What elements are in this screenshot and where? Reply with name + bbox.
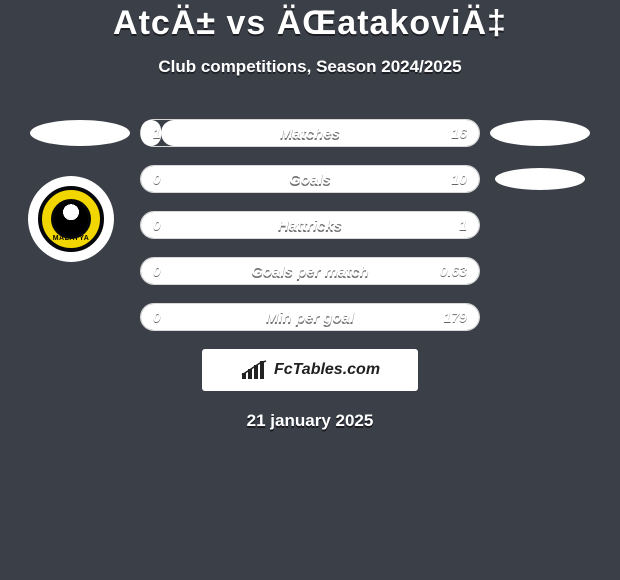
stat-bar: 1Matches16 — [140, 119, 480, 147]
bars-icon — [240, 359, 268, 381]
branding-text: FcTables.com — [274, 361, 380, 379]
left-ellipse — [30, 120, 130, 146]
stat-row: 1Matches16 — [0, 119, 620, 147]
stat-bar: 0Goals10 — [140, 165, 480, 193]
stat-bar: 0Hattricks1 — [140, 211, 480, 239]
stat-right-value: 1 — [447, 212, 479, 238]
page-title: AtcÄ± vs ÄŒatakoviÄ‡ — [0, 4, 620, 43]
stat-bar: 0Min per goal179 — [140, 303, 480, 331]
left-side-slot — [20, 120, 140, 146]
stat-right-value: 179 — [432, 304, 479, 330]
stat-label: Hattricks — [141, 217, 479, 234]
stat-label: Min per goal — [141, 309, 479, 326]
stat-right-value: 16 — [439, 120, 479, 146]
crest-text: MALATYA — [53, 235, 90, 242]
comparison-card: AtcÄ± vs ÄŒatakoviÄ‡ Club competitions, … — [0, 0, 620, 431]
branding-badge[interactable]: FcTables.com — [202, 349, 418, 391]
left-team-badge: MALATYA — [28, 176, 114, 262]
right-side-slot — [480, 168, 600, 190]
right-ellipse — [490, 120, 590, 146]
stat-row: 0Goals per match0.63 — [0, 257, 620, 285]
stat-label: Goals — [141, 171, 479, 188]
stat-right-value: 0.63 — [428, 258, 479, 284]
right-side-slot — [480, 120, 600, 146]
right-ellipse — [495, 168, 585, 190]
page-subtitle: Club competitions, Season 2024/2025 — [0, 57, 620, 77]
date-label: 21 january 2025 — [0, 411, 620, 431]
stat-label: Matches — [141, 125, 479, 142]
stat-row: 0Min per goal179 — [0, 303, 620, 331]
stat-right-value: 10 — [439, 166, 479, 192]
crest-icon: MALATYA — [38, 186, 104, 252]
stat-bar: 0Goals per match0.63 — [140, 257, 480, 285]
